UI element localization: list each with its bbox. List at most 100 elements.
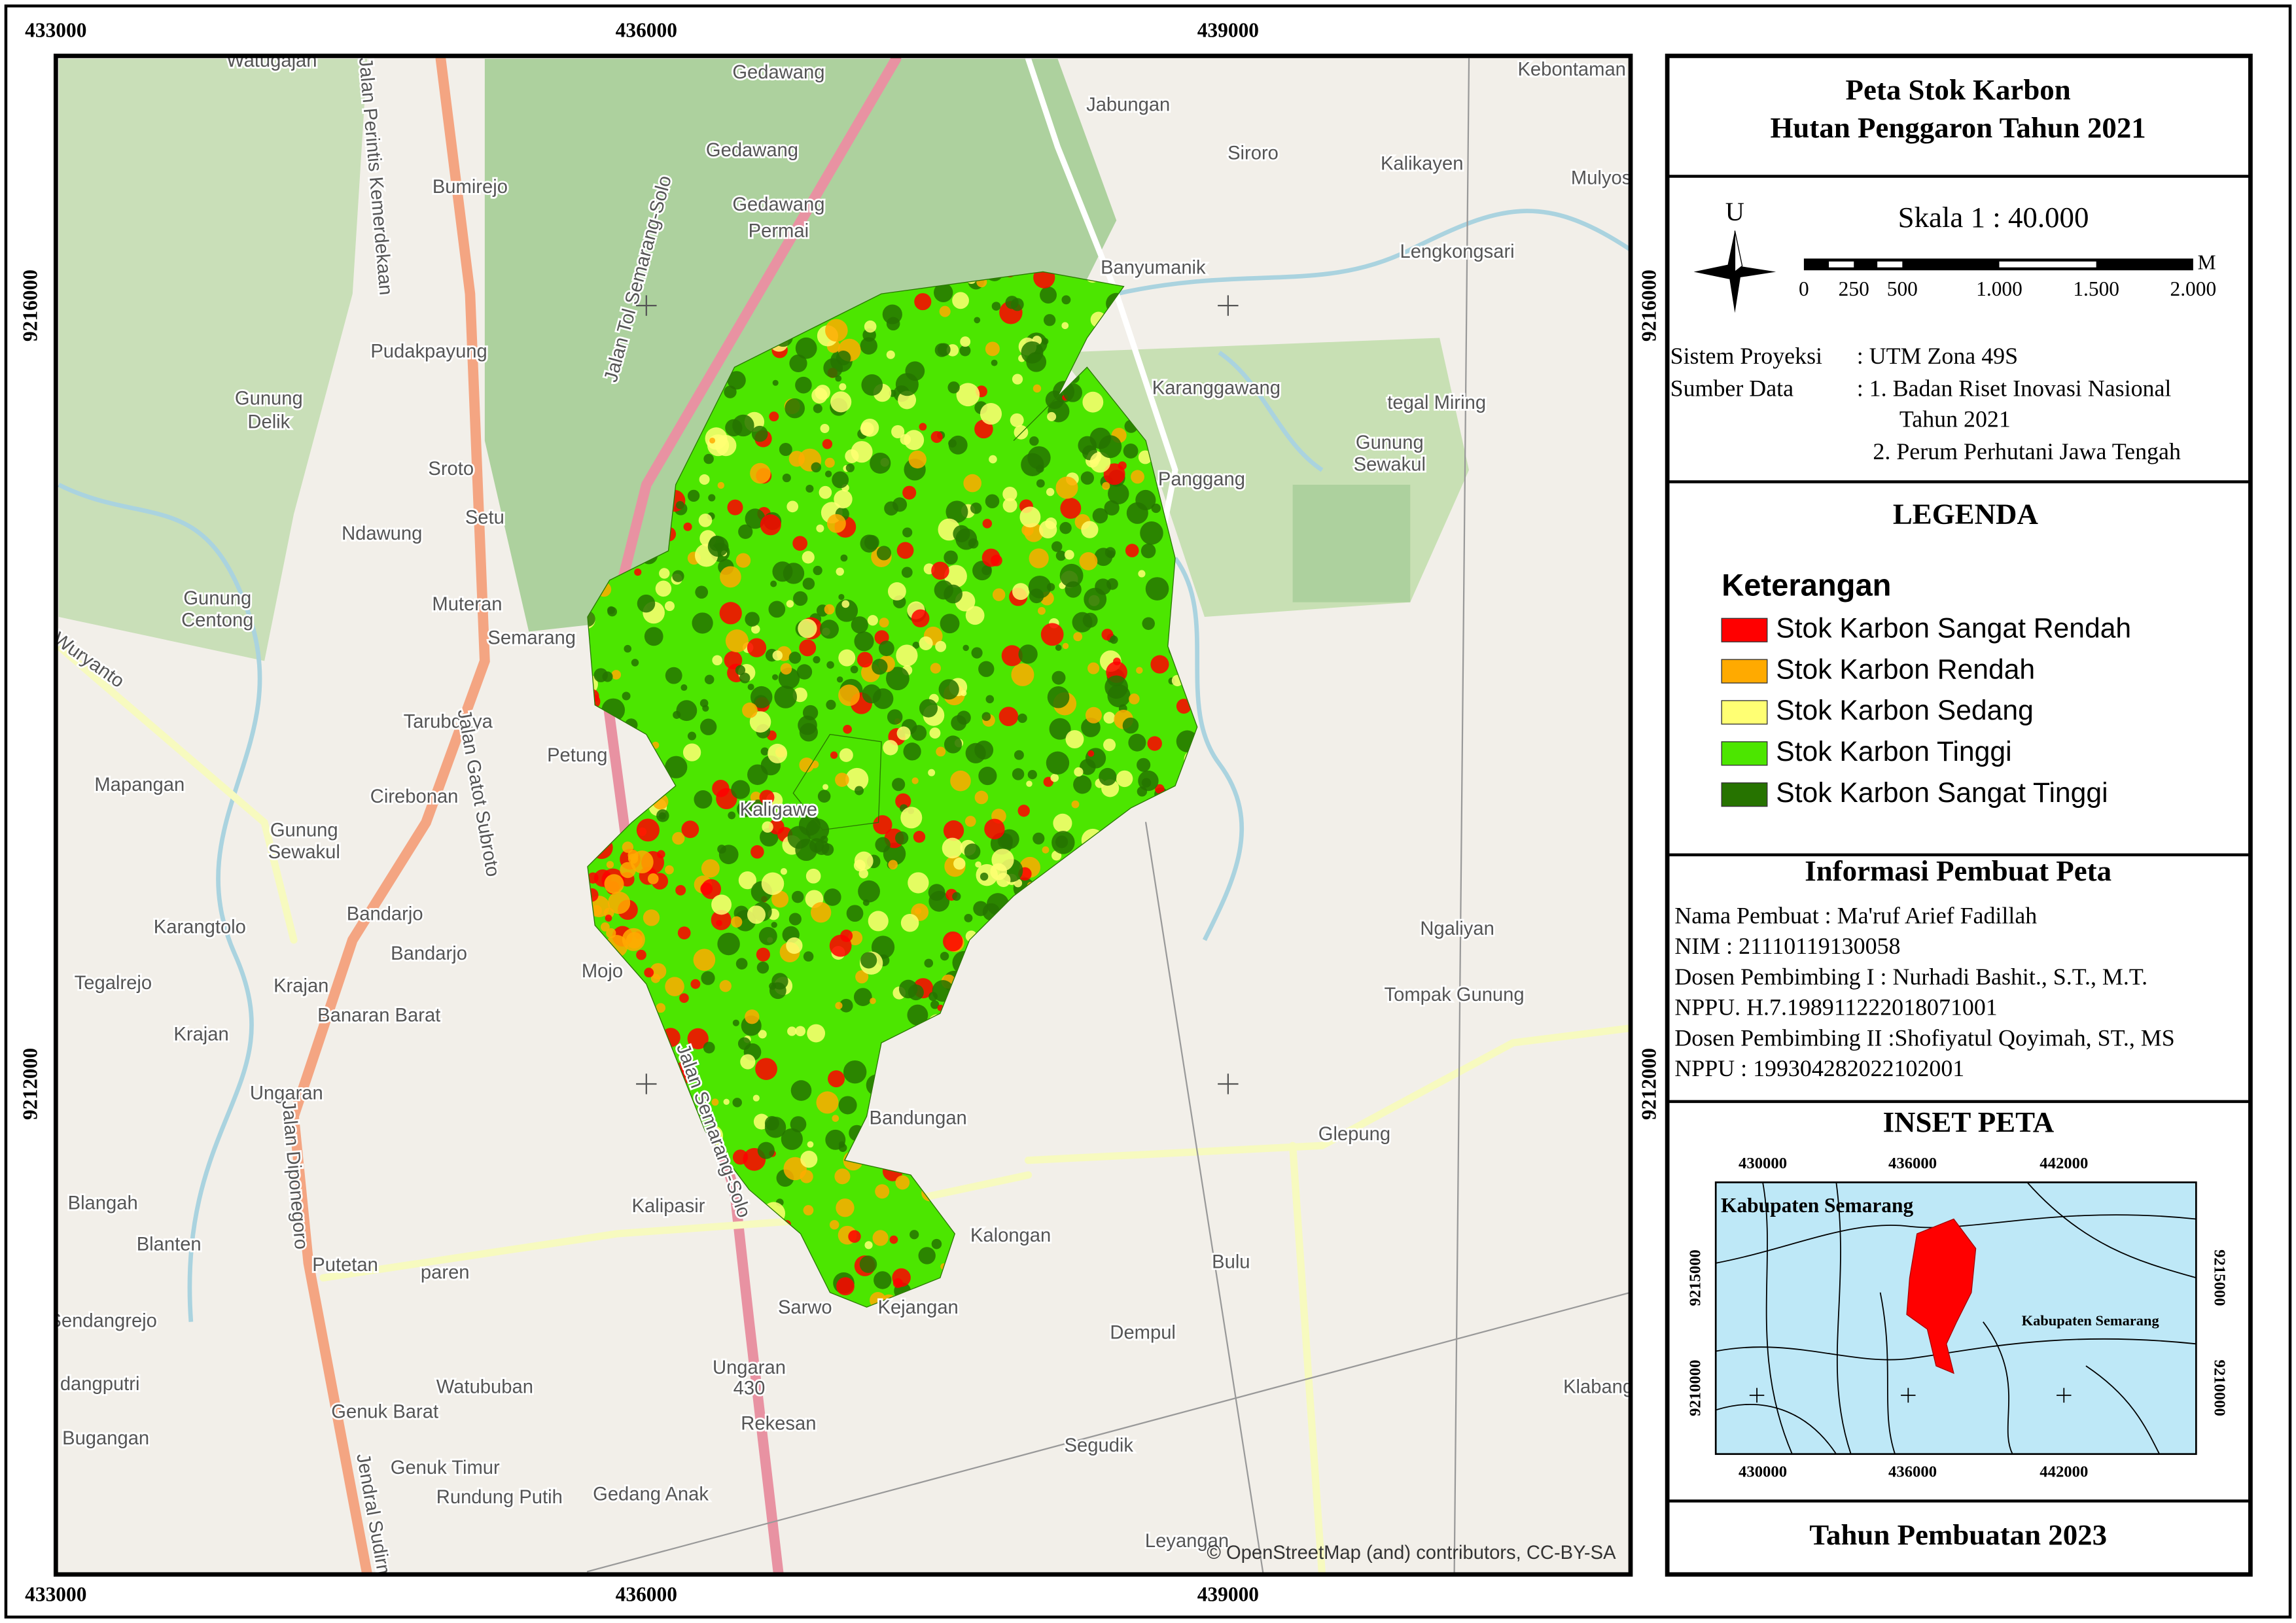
carbon-patch	[1125, 544, 1139, 557]
inset-heading: INSET PETA	[1883, 1106, 2055, 1138]
carbon-patch	[807, 1024, 826, 1043]
carbon-patch	[1113, 657, 1121, 666]
carbon-patch	[637, 594, 656, 613]
carbon-patch	[839, 748, 853, 762]
carbon-patch	[952, 892, 961, 901]
carbon-patch	[918, 1247, 936, 1265]
carbon-patch	[929, 727, 941, 739]
carbon-patch	[719, 980, 732, 992]
carbon-patch	[1101, 629, 1114, 641]
carbon-patch	[695, 585, 709, 599]
carbon-patch	[727, 499, 743, 515]
carbon-patch	[845, 767, 869, 792]
carbon-patch	[711, 909, 732, 930]
carbon-patch	[919, 423, 927, 431]
inset-x-bottom: 430000	[1739, 1463, 1787, 1481]
carbon-patch	[750, 686, 773, 708]
carbon-patch	[1026, 780, 1033, 787]
carbon-patch	[892, 1268, 911, 1287]
carbon-patch	[846, 905, 864, 922]
carbon-patch	[644, 968, 654, 978]
carbon-patch	[720, 566, 741, 588]
carbon-patch	[1027, 770, 1037, 780]
carbon-patch	[1036, 479, 1045, 488]
carbon-patch	[1087, 750, 1095, 757]
carbon-patch	[760, 514, 781, 536]
carbon-patch	[788, 652, 802, 664]
place-name: Kalipasir	[632, 1196, 705, 1217]
legend-swatch	[1721, 659, 1768, 684]
carbon-patch	[919, 699, 938, 718]
carbon-patch	[1001, 645, 1023, 667]
place-name: Permai	[749, 221, 809, 242]
author-line: Dosen Pembimbing I : Nurhadi Bashit., S.…	[1674, 964, 2147, 990]
carbon-patch	[698, 514, 713, 527]
carbon-patch	[807, 1141, 814, 1148]
carbon-patch	[732, 1098, 742, 1108]
carbon-patch	[1055, 476, 1078, 499]
carbon-patch	[1014, 750, 1024, 760]
carbon-patch	[895, 373, 919, 396]
carbon-patch	[813, 404, 822, 413]
place-name: Ngaliyan	[1420, 918, 1494, 939]
carbon-patch	[786, 937, 803, 954]
place-name: Blanten	[137, 1234, 202, 1255]
carbon-patch	[665, 667, 682, 684]
carbon-patch	[1092, 508, 1108, 524]
place-name: Gunung	[183, 588, 251, 609]
carbon-patch	[1012, 374, 1023, 385]
legend-heading: LEGENDA	[1893, 498, 2039, 531]
carbon-patch	[731, 780, 751, 799]
carbon-patch	[825, 319, 848, 342]
carbon-patch	[928, 890, 950, 912]
carbon-patch	[676, 700, 698, 722]
carbon-patch	[747, 764, 768, 785]
carbon-patch	[723, 1098, 730, 1105]
carbon-patch	[816, 524, 824, 532]
carbon-patch	[758, 927, 777, 945]
carbon-patch	[793, 591, 808, 606]
carbon-patch	[727, 371, 746, 390]
inset-y-right: 9215000	[2210, 1249, 2228, 1306]
carbon-patch	[799, 758, 815, 773]
carbon-patch	[813, 655, 821, 664]
carbon-patch	[864, 320, 877, 333]
carbon-patch	[829, 934, 852, 957]
carbon-patch	[755, 1058, 777, 1080]
carbon-patch	[792, 536, 808, 551]
place-name: Muteran	[432, 594, 502, 615]
carbon-patch	[824, 457, 835, 468]
carbon-patch	[907, 1004, 928, 1026]
carbon-patch	[795, 376, 812, 394]
carbon-patch	[781, 1128, 803, 1150]
carbon-patch	[725, 419, 743, 437]
carbon-patch	[873, 815, 892, 835]
carbon-patch	[779, 443, 792, 457]
carbon-patch	[944, 735, 963, 754]
carbon-patch	[981, 712, 991, 722]
carbon-patch	[960, 336, 971, 347]
carbon-patch	[711, 894, 732, 915]
carbon-patch	[1123, 444, 1139, 459]
carbon-patch	[770, 580, 777, 587]
place-name: Tompak Gunung	[1385, 985, 1525, 1005]
scale-tick-label: 250	[1839, 277, 1869, 300]
carbon-patch	[712, 780, 730, 797]
carbon-patch	[1138, 770, 1159, 792]
carbon-patch	[854, 786, 864, 795]
place-name: Siroro	[1227, 143, 1279, 164]
carbon-patch	[989, 455, 997, 464]
north-arrow: U	[1693, 197, 1776, 313]
carbon-patch	[1017, 713, 1027, 724]
carbon-patch	[1050, 773, 1059, 782]
carbon-patch	[886, 667, 910, 691]
place-name: Gedawang	[706, 140, 798, 161]
carbon-patch	[860, 952, 877, 969]
carbon-patch	[774, 686, 797, 708]
carbon-patch	[717, 932, 740, 956]
inset-y-right: 9210000	[2210, 1359, 2228, 1416]
carbon-patch	[788, 451, 805, 467]
carbon-patch	[964, 816, 976, 827]
carbon-patch	[878, 640, 894, 657]
carbon-patch	[731, 916, 743, 928]
